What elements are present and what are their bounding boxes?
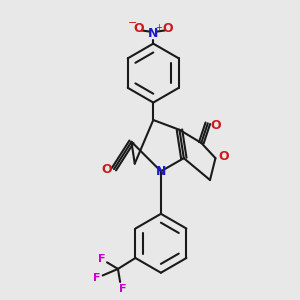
- Text: F: F: [98, 254, 105, 264]
- Text: N: N: [156, 165, 166, 178]
- Text: N: N: [148, 27, 158, 40]
- Text: O: O: [134, 22, 144, 35]
- Text: O: O: [101, 163, 112, 176]
- Text: O: O: [162, 22, 173, 35]
- Text: F: F: [94, 273, 101, 283]
- Text: O: O: [210, 119, 221, 132]
- Text: −: −: [128, 18, 137, 28]
- Text: +: +: [155, 23, 162, 32]
- Text: O: O: [219, 149, 230, 163]
- Text: F: F: [118, 284, 126, 293]
